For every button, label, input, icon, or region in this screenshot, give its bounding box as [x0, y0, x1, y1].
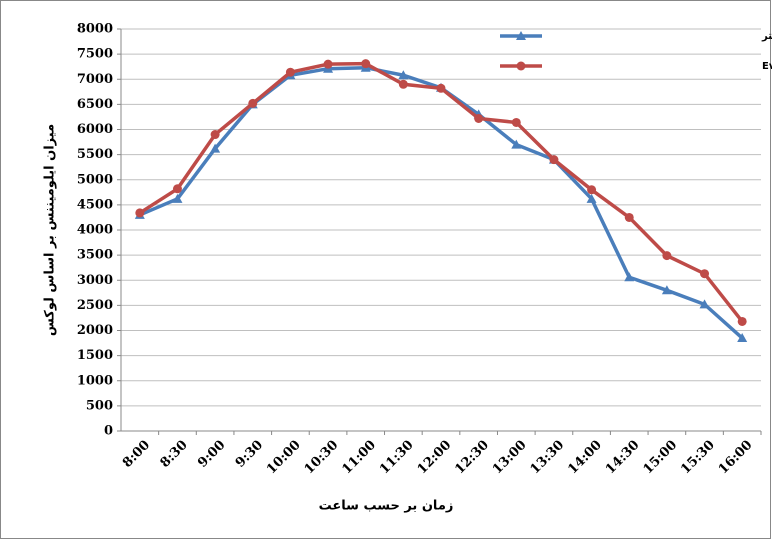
y-tick-label: 4500 — [77, 197, 113, 212]
y-tick-label: 6000 — [77, 122, 113, 137]
data-point — [700, 269, 710, 279]
data-point — [511, 117, 521, 127]
data-point — [624, 272, 635, 282]
y-tick-label: 3500 — [77, 248, 113, 263]
data-point — [210, 130, 220, 140]
y-tick-label: 1000 — [77, 373, 113, 388]
y-tick-label: 0 — [104, 424, 113, 439]
y-tick-label: 2500 — [77, 298, 113, 313]
y-tick-label: 7500 — [77, 47, 113, 62]
y-tick-label: 8000 — [77, 22, 113, 37]
data-point — [361, 59, 371, 69]
y-tick-label: 4000 — [77, 223, 113, 238]
data-point — [511, 139, 522, 149]
data-point — [549, 155, 559, 165]
data-point — [210, 143, 221, 153]
y-axis-label: میزان ایلومیننس بر اساس لوکس — [43, 124, 58, 336]
data-point — [285, 67, 295, 77]
data-point — [737, 316, 747, 326]
data-point — [586, 193, 597, 203]
y-tick-label: 6500 — [77, 97, 113, 112]
legend-label: میزان ایلومیننس سنجیده شده توسط Evalglar… — [762, 61, 772, 72]
data-point — [661, 285, 672, 295]
legend-label: میزان ایلومیننس اندازه گیری شده توسط لوک… — [761, 29, 772, 42]
data-point — [398, 79, 408, 89]
data-point — [624, 212, 634, 222]
data-point — [436, 83, 446, 93]
data-point — [172, 184, 182, 194]
y-tick-label: 500 — [86, 398, 113, 413]
data-point — [248, 98, 258, 108]
data-point — [172, 193, 183, 203]
legend-marker — [516, 61, 526, 71]
y-tick-label: 2000 — [77, 323, 113, 338]
data-point — [662, 251, 672, 261]
y-tick-label: 7000 — [77, 72, 113, 87]
x-axis-label: زمان بر حسب ساعت — [319, 499, 454, 514]
data-point — [323, 59, 333, 69]
data-point — [737, 333, 748, 343]
y-tick-label: 3000 — [77, 273, 113, 288]
y-tick-label: 5500 — [77, 147, 113, 162]
data-point — [699, 299, 710, 309]
data-point — [398, 70, 409, 80]
y-tick-label: 5000 — [77, 172, 113, 187]
data-point — [135, 208, 145, 218]
data-point — [474, 113, 484, 123]
legend-marker — [516, 31, 526, 40]
data-point — [587, 185, 597, 195]
y-tick-label: 1500 — [77, 348, 113, 363]
